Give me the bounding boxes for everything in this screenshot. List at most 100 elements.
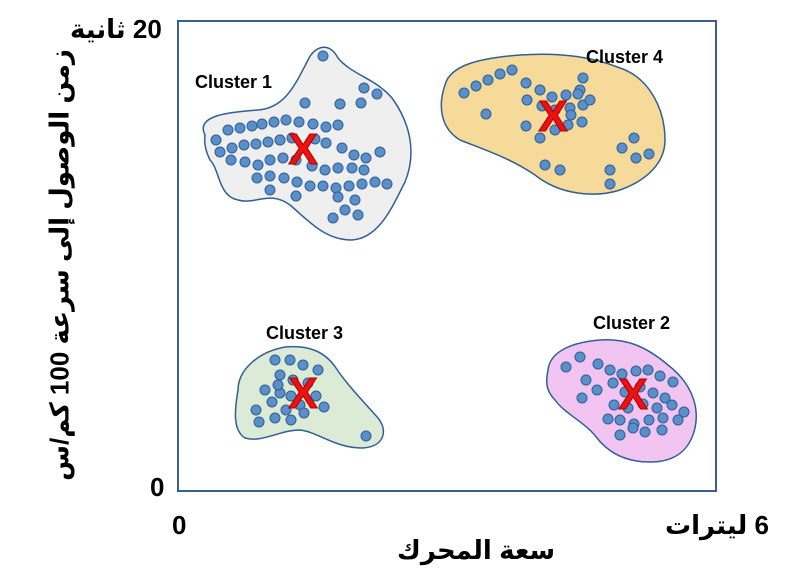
- cluster-3-label: Cluster 3: [266, 323, 343, 343]
- y-axis-max-label: 20 ثانية: [70, 14, 162, 44]
- cluster-1-point: [234, 122, 246, 134]
- cluster-3-point: [266, 396, 278, 408]
- cluster-2-point: [627, 422, 639, 434]
- cluster-1-point: [214, 146, 226, 158]
- cluster-2-point: [637, 398, 649, 410]
- cluster-3-point: [285, 414, 297, 426]
- cluster-2-point: [667, 376, 679, 388]
- cluster-2-point: [666, 399, 678, 411]
- cluster-1-point: [343, 180, 355, 192]
- cluster-2-point: [651, 402, 663, 414]
- cluster-1-label: Cluster 1: [195, 72, 272, 92]
- cluster-4-point: [546, 91, 558, 103]
- cluster-2-point: [608, 399, 620, 411]
- cluster-2-point: [659, 392, 671, 404]
- cluster-1-point: [268, 116, 280, 128]
- cluster-2-point: [614, 429, 626, 441]
- cluster-4-point: [643, 148, 655, 160]
- cluster-1-point: [306, 160, 318, 172]
- cluster-1-point: [222, 124, 234, 136]
- cluster-3-point: [259, 384, 271, 396]
- cluster-1-point: [291, 176, 303, 188]
- cluster-4-point: [539, 159, 551, 171]
- cluster-4-point: [616, 142, 628, 154]
- cluster-1-point: [246, 120, 258, 132]
- cluster-3-point: [269, 412, 281, 424]
- cluster-3-point: [302, 377, 314, 389]
- cluster-4-point: [630, 152, 642, 164]
- cluster-3-point: [298, 407, 310, 419]
- cluster-3-point: [360, 430, 372, 442]
- cluster-1-point: [356, 178, 368, 190]
- cluster-1-point: [319, 164, 331, 176]
- cluster-1-point: [327, 212, 339, 224]
- cluster-1-point: [381, 178, 393, 190]
- cluster-2-point: [634, 381, 646, 393]
- cluster-1-point: [274, 134, 286, 146]
- cluster-1-point: [371, 88, 383, 100]
- cluster-4-point: [521, 94, 533, 106]
- cluster-1-point: [332, 119, 344, 131]
- cluster-2-point: [654, 370, 666, 382]
- cluster-4-point: [520, 120, 532, 132]
- cluster-1-point: [293, 116, 305, 128]
- cluster-1-point: [239, 156, 251, 168]
- cluster-2-point: [616, 368, 628, 380]
- cluster-4-point: [584, 94, 596, 106]
- cluster-4-point: [562, 119, 574, 131]
- cluster-1-point: [358, 164, 370, 176]
- cluster-3-point: [287, 374, 299, 386]
- cluster-4-point: [549, 124, 561, 136]
- cluster-2-point: [591, 384, 603, 396]
- cluster-4-centroid: X: [538, 92, 567, 141]
- cluster-3-point: [250, 404, 262, 416]
- cluster-3-point: [284, 354, 296, 366]
- cluster-4-point: [534, 84, 546, 96]
- cluster-2-point: [614, 414, 626, 426]
- cluster-4-point: [494, 68, 506, 80]
- cluster-1-point: [332, 191, 344, 203]
- cluster-1-point: [278, 172, 290, 184]
- cluster-4-point: [554, 164, 566, 176]
- y-axis-min-label: 0: [150, 472, 165, 502]
- cluster-1-point: [309, 133, 321, 145]
- cluster-4-point: [480, 108, 492, 120]
- cluster-1-point: [225, 154, 237, 166]
- cluster-3-point: [253, 416, 265, 428]
- cluster-1-point: [290, 154, 302, 166]
- cluster-1-point: [307, 118, 319, 130]
- cluster-2-point: [672, 414, 684, 426]
- cluster-2-point: [647, 387, 659, 399]
- cluster-3-point: [312, 364, 324, 376]
- cluster-1-point: [348, 149, 360, 161]
- cluster-1-point: [334, 98, 346, 110]
- cluster-1-region: [202, 46, 412, 241]
- cluster-1-point: [210, 134, 222, 146]
- cluster-4-point: [604, 178, 616, 190]
- cluster-2-point: [580, 374, 592, 386]
- cluster-3-point: [274, 369, 286, 381]
- cluster-1-point: [262, 136, 274, 148]
- cluster-4-point: [470, 80, 482, 92]
- cluster-1-point: [264, 170, 276, 182]
- cluster-1-point: [360, 152, 372, 164]
- cluster-3-point: [318, 401, 330, 413]
- cluster-1-point: [317, 50, 329, 62]
- cluster-1-point: [346, 162, 358, 174]
- cluster-2-point: [657, 412, 669, 424]
- cluster-1-point: [251, 172, 263, 184]
- cluster-1-point: [358, 82, 370, 94]
- cluster-1-point: [320, 137, 332, 149]
- cluster-2-point: [604, 364, 616, 376]
- cluster-4-point: [534, 132, 546, 144]
- cluster-1-centroid: X: [288, 125, 317, 174]
- cluster-4-point: [520, 77, 532, 89]
- cluster-2-point: [574, 351, 586, 363]
- cluster-1-point: [250, 138, 262, 150]
- cluster-1-point: [264, 184, 276, 196]
- cluster-1-point: [290, 190, 302, 202]
- cluster-4-point: [549, 104, 561, 116]
- cluster-1-point: [252, 159, 264, 171]
- cluster-4-point: [482, 74, 494, 86]
